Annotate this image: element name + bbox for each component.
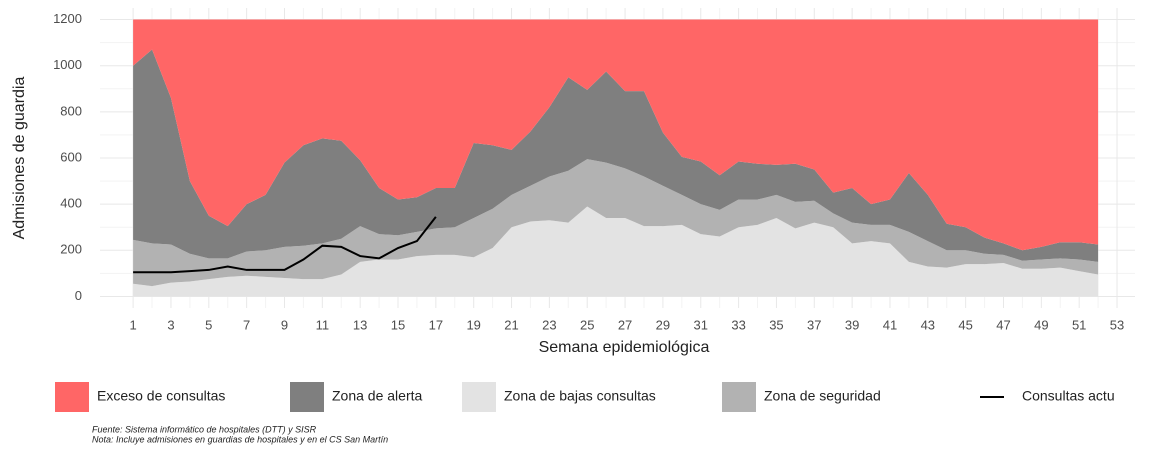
x-tick-label: 9 bbox=[281, 317, 288, 332]
note: Nota: Incluye admisiones en guardias de … bbox=[92, 434, 388, 444]
x-tick-label: 11 bbox=[316, 317, 330, 332]
y-axis-title: Admisiones de guardia bbox=[11, 77, 28, 240]
x-tick-label: 13 bbox=[353, 317, 367, 332]
legend-swatch bbox=[55, 382, 89, 412]
x-tick-label: 29 bbox=[656, 317, 670, 332]
source-note: Fuente: Sistema informático de hospitale… bbox=[92, 424, 317, 434]
x-tick-label: 21 bbox=[504, 317, 518, 332]
legend-label: Zona de seguridad bbox=[764, 388, 881, 404]
x-tick-label: 47 bbox=[996, 317, 1010, 332]
y-tick-label: 200 bbox=[60, 242, 82, 257]
legend-swatch bbox=[722, 382, 756, 412]
x-tick-label: 17 bbox=[429, 317, 443, 332]
x-tick-label: 41 bbox=[883, 317, 897, 332]
x-tick-label: 5 bbox=[205, 317, 212, 332]
x-tick-label: 51 bbox=[1072, 317, 1086, 332]
area bbox=[133, 19, 1099, 251]
area bbox=[133, 49, 1099, 262]
x-tick-label: 25 bbox=[580, 317, 594, 332]
x-tick-label: 15 bbox=[391, 317, 405, 332]
x-tick-label: 43 bbox=[921, 317, 935, 332]
x-tick-label: 53 bbox=[1110, 317, 1124, 332]
x-tick-label: 3 bbox=[167, 317, 174, 332]
y-tick-label: 600 bbox=[60, 149, 82, 164]
y-tick-label: 400 bbox=[60, 196, 82, 211]
x-tick-label: 31 bbox=[694, 317, 708, 332]
x-tick-label: 1 bbox=[129, 317, 136, 332]
area bbox=[133, 206, 1099, 297]
line bbox=[133, 216, 437, 274]
legend-swatch bbox=[290, 382, 324, 412]
area bbox=[133, 159, 1099, 287]
x-tick-label: 35 bbox=[769, 317, 783, 332]
y-tick-label: 1000 bbox=[53, 57, 82, 72]
y-tick-label: 0 bbox=[75, 288, 82, 303]
x-tick-label: 23 bbox=[542, 317, 556, 332]
x-tick-label: 33 bbox=[731, 317, 745, 332]
x-tick-label: 19 bbox=[466, 317, 480, 332]
legend-label: Consultas actu bbox=[1022, 388, 1115, 404]
y-tick-label: 1200 bbox=[53, 11, 82, 26]
x-tick-label: 37 bbox=[807, 317, 821, 332]
legend-label: Zona de alerta bbox=[332, 388, 422, 404]
legend-swatch bbox=[462, 382, 496, 412]
legend-label: Exceso de consultas bbox=[97, 388, 225, 404]
x-tick-label: 45 bbox=[958, 317, 972, 332]
x-tick-label: 49 bbox=[1034, 317, 1048, 332]
x-tick-label: 7 bbox=[243, 317, 250, 332]
y-tick-label: 800 bbox=[60, 103, 82, 118]
legend-label: Zona de bajas consultas bbox=[504, 388, 656, 404]
x-tick-label: 27 bbox=[618, 317, 632, 332]
x-axis-title: Semana epidemiológica bbox=[539, 339, 710, 356]
x-tick-label: 39 bbox=[845, 317, 859, 332]
